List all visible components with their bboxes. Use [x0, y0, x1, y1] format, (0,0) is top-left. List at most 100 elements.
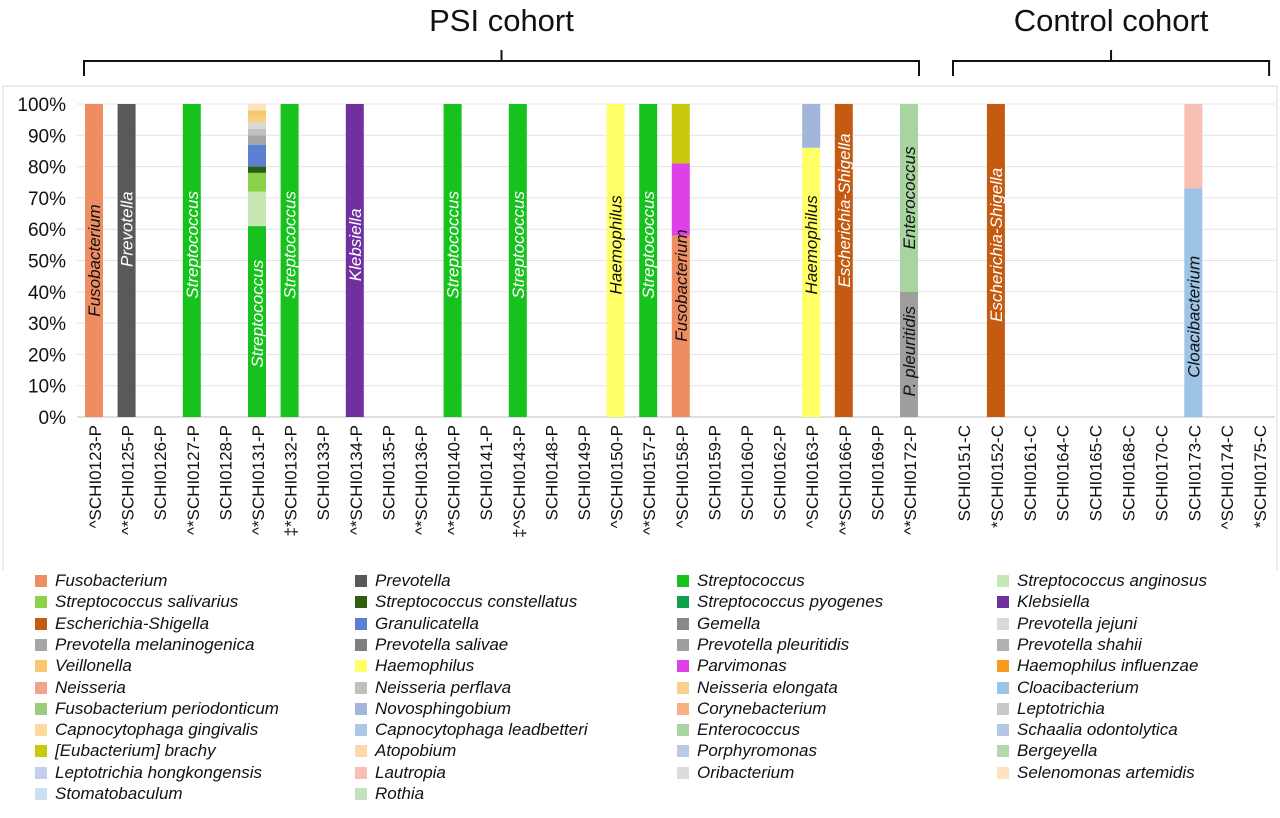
- bar-label: P. pleuritidis: [900, 306, 919, 397]
- legend-swatch: [997, 702, 1009, 715]
- bar-label: Haemophilus: [607, 195, 626, 295]
- stacked-bar-chart: 0% 10% 20% 30% 40% 50% 60% 70% 80% 90% 100% PSI coh…: [2, 3, 1278, 570]
- x-tick-label: *SCHI0152-C: [988, 425, 1007, 528]
- legend-swatch: [677, 638, 689, 651]
- bar-segment: [182, 104, 201, 417]
- legend-swatch: [677, 660, 689, 673]
- legend-item: Prevotella jejuni: [997, 614, 1137, 634]
- legend-swatch: [677, 766, 689, 779]
- legend-swatch: [35, 702, 47, 715]
- bar-label: Escherichia-Shigella: [835, 133, 854, 287]
- legend-swatch: [35, 766, 47, 779]
- y-tick-label: 70%: [28, 189, 66, 210]
- legend-item: Leptotrichia hongkongensis: [35, 763, 262, 783]
- legend-item: Corynebacterium: [677, 699, 826, 719]
- legend-item: Streptococcus anginosus: [997, 571, 1207, 591]
- legend-swatch: [35, 745, 47, 758]
- legend-label: Lautropia: [375, 762, 446, 782]
- legend-swatch: [355, 617, 367, 630]
- bar-segment: [248, 172, 266, 192]
- bar-label: Streptococcus: [444, 190, 463, 298]
- legend-swatch: [997, 766, 1009, 779]
- legend-swatch: [355, 702, 367, 715]
- x-tick-label: ^SCHI0158-P: [673, 425, 692, 528]
- y-tick-label: 0%: [39, 408, 67, 429]
- legend-label: Porphyromonas: [697, 741, 818, 761]
- bar-segment: [248, 116, 266, 123]
- bar-segment: [248, 129, 266, 136]
- y-tick-label: 30%: [28, 314, 66, 335]
- x-tick-label: SCHI0168-C: [1120, 425, 1139, 521]
- legend-swatch: [677, 745, 689, 758]
- legend-label: Prevotella pleuritidis: [697, 634, 850, 654]
- bar-segment: [280, 104, 299, 417]
- y-tick-label: 60%: [28, 220, 66, 241]
- bar-label: Cloacibacterium: [1184, 256, 1203, 378]
- legend-label: Leptotrichia hongkongensis: [55, 762, 262, 782]
- legend-label: Cloacibacterium: [1017, 677, 1139, 697]
- x-tick-label: ^*SCHI0131-P: [249, 425, 268, 535]
- legend-swatch: [35, 681, 47, 694]
- legend-swatch: [355, 575, 367, 587]
- legend-label: Prevotella jejuni: [1017, 613, 1138, 633]
- legend-label: Bergeyella: [1017, 741, 1098, 761]
- legend-swatch: [35, 596, 47, 609]
- bar-segment: [802, 104, 821, 148]
- bar-segment: [248, 191, 266, 227]
- legend-swatch: [677, 617, 689, 630]
- x-tick-label: ‡*SCHI0132-P: [282, 425, 301, 537]
- legend-item: Fusobacterium periodonticum: [35, 699, 279, 719]
- bar-label: Escherichia-Shigella: [987, 168, 1006, 322]
- x-tick-label: ^SCHI0123-P: [86, 425, 105, 528]
- x-tick-label: ^SCHI0163-P: [803, 425, 822, 528]
- x-tick-label: SCHI0164-C: [1054, 425, 1073, 521]
- legend-label: Capnocytophaga gingivalis: [55, 720, 259, 740]
- legend-swatch: [35, 617, 47, 630]
- legend-item: Bergeyella: [997, 741, 1097, 761]
- legend-swatch: [355, 596, 367, 609]
- bar-segment: [900, 291, 918, 417]
- legend-label: Prevotella melaninogenica: [55, 634, 255, 654]
- x-tick-label: SCHI0151-C: [955, 425, 974, 521]
- legend-item: Streptococcus: [677, 571, 805, 591]
- legend-item: Parvimonas: [677, 656, 787, 676]
- x-tick-label: SCHI0148-P: [542, 425, 561, 520]
- legend-label: Parvimonas: [697, 656, 787, 676]
- x-tick-label: SCHI0135-P: [379, 425, 398, 520]
- bar-segment: [248, 122, 266, 130]
- bar-segment: [834, 104, 853, 417]
- legend-item: Streptococcus pyogenes: [677, 592, 883, 612]
- y-tick-label: 20%: [28, 345, 66, 366]
- legend-item: Gemella: [677, 614, 760, 634]
- legend-item: Neisseria elongata: [677, 678, 838, 698]
- bar-label: Streptococcus: [509, 190, 528, 298]
- bar-segment: [248, 166, 266, 173]
- legend-item: Haemophilus influenzae: [997, 656, 1198, 676]
- cohort-bracket: [952, 50, 1271, 76]
- legend-swatch: [35, 638, 47, 651]
- x-tick-label: *SCHI0175-C: [1251, 425, 1270, 528]
- legend-item: Schaalia odontolytica: [997, 720, 1178, 740]
- legend-label: Streptococcus pyogenes: [697, 592, 884, 612]
- legend-label: Schaalia odontolytica: [1017, 720, 1178, 740]
- bar-segment: [606, 104, 625, 417]
- legend-item: Neisseria: [35, 678, 126, 698]
- y-tick-label: 10%: [28, 377, 66, 398]
- bar-segment: [248, 135, 266, 145]
- bar-segment: [1184, 104, 1203, 189]
- x-tick-label: ^*SCHI0127-P: [184, 425, 203, 535]
- x-tick-label: ^SCHI0150-P: [608, 425, 627, 528]
- bar-segment: [248, 110, 266, 117]
- cohort-bracket: [83, 50, 920, 76]
- bar-label: Fusobacterium: [672, 229, 691, 341]
- legend-label: Prevotella shahii: [1017, 634, 1142, 654]
- y-tick-label: 100%: [17, 95, 66, 116]
- legend-swatch: [677, 575, 689, 587]
- bar-segment: [248, 104, 266, 111]
- x-tick-label: SCHI0162-P: [771, 425, 790, 520]
- legend-item: Novosphingobium: [355, 699, 511, 719]
- legend-swatch: [997, 660, 1009, 673]
- legend-label: Oribacterium: [697, 762, 795, 782]
- legend-swatch: [35, 788, 47, 800]
- x-tick-label: ^*SCHI0172-P: [901, 425, 920, 535]
